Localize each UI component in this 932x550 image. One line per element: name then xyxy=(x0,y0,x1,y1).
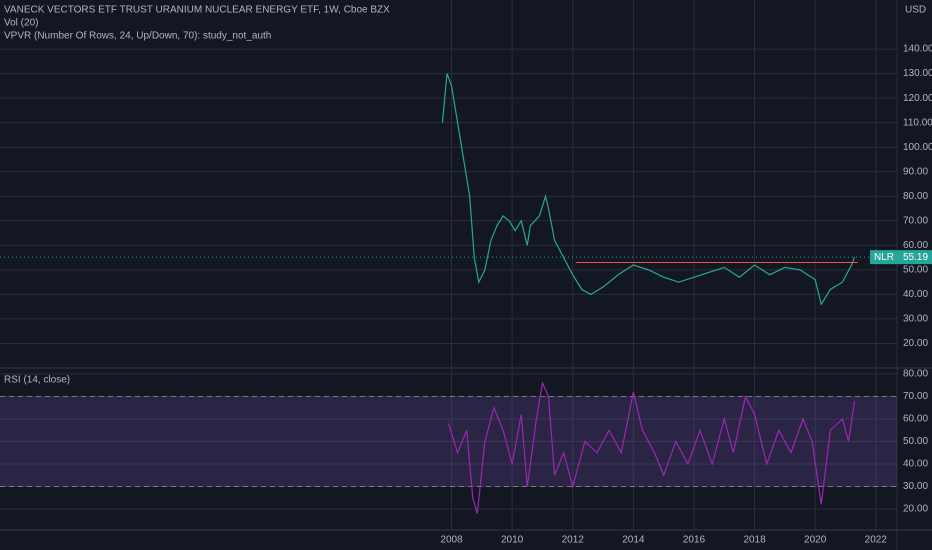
x-tick-label: 2018 xyxy=(743,535,766,546)
y-tick-label: 140.00 xyxy=(903,44,932,55)
x-tick-label: 2020 xyxy=(804,535,827,546)
rsi-line xyxy=(447,380,856,514)
price-line xyxy=(441,73,856,306)
x-tick-label: 2022 xyxy=(865,535,888,546)
y-tick-label: 50.00 xyxy=(903,436,928,447)
y-tick-label: 20.00 xyxy=(903,504,928,515)
y-tick-label: 70.00 xyxy=(903,215,928,226)
x-tick-label: 2008 xyxy=(440,535,463,546)
y-tick-label: 40.00 xyxy=(903,459,928,470)
y-tick-label: 80.00 xyxy=(903,369,928,380)
y-tick-label: 100.00 xyxy=(903,142,932,153)
x-tick-label: 2016 xyxy=(683,535,706,546)
y-tick-label: 40.00 xyxy=(903,289,928,300)
x-tick-label: 2014 xyxy=(622,535,645,546)
y-tick-label: 30.00 xyxy=(903,481,928,492)
rsi-band xyxy=(0,396,897,487)
y-tick-label: 60.00 xyxy=(903,240,928,251)
indicator-label: VPVR (Number Of Rows, 24, Up/Down, 70): … xyxy=(4,31,271,42)
last-price-box xyxy=(870,250,932,265)
currency-label: USD xyxy=(905,5,926,16)
rsi-label: RSI (14, close) xyxy=(4,375,70,386)
symbol-label: NLR xyxy=(874,252,894,263)
y-tick-label: 80.00 xyxy=(903,191,928,202)
y-tick-label: 90.00 xyxy=(903,166,928,177)
y-tick-label: 110.00 xyxy=(903,117,932,128)
x-tick-label: 2010 xyxy=(501,535,524,546)
last-price-label: 55.19 xyxy=(903,252,928,263)
y-tick-label: 20.00 xyxy=(903,338,928,349)
y-tick-label: 130.00 xyxy=(903,68,932,79)
marks xyxy=(0,73,897,514)
y-tick-label: 50.00 xyxy=(903,265,928,276)
y-tick-label: 30.00 xyxy=(903,314,928,325)
y-tick-label: 70.00 xyxy=(903,391,928,402)
y-tick-label: 60.00 xyxy=(903,414,928,425)
y-tick-label: 120.00 xyxy=(903,93,932,104)
x-tick-label: 2012 xyxy=(562,535,585,546)
indicator-label: Vol (20) xyxy=(4,18,38,29)
chart-title: VANECK VECTORS ETF TRUST URANIUM NUCLEAR… xyxy=(4,5,390,16)
